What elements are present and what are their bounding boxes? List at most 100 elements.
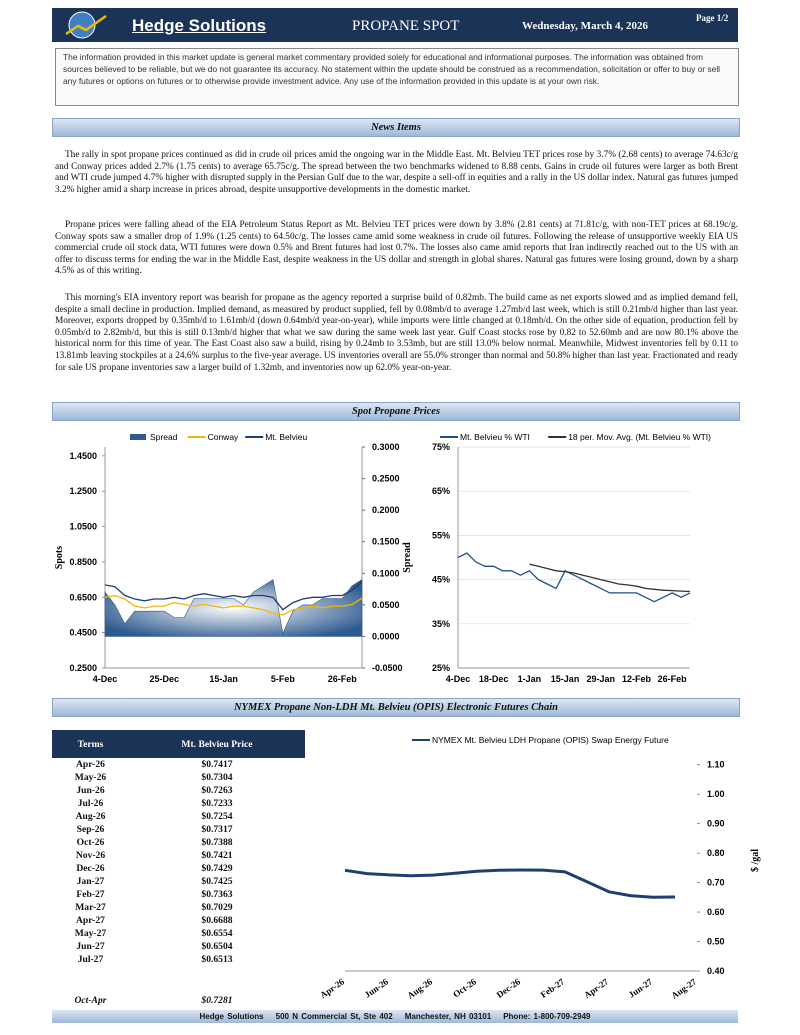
table-cell: $0.7388 (201, 837, 233, 848)
y-tick-label: 75% (432, 442, 450, 452)
table-cell: $0.7317 (201, 824, 233, 835)
y-tick-label: 1.0500 (69, 522, 97, 532)
table-row: Jul-27 $0.6513 (52, 953, 305, 966)
x-tick-label: 26-Feb (328, 674, 358, 684)
footer-item: Hedge Solutions (199, 1012, 264, 1021)
x-tick-label: Apr-27 (582, 976, 610, 1000)
table-cell: Feb-27 (76, 889, 105, 900)
table-cell: Oct-26 (76, 837, 105, 848)
y2-tick-label: 0.3000 (372, 442, 400, 452)
y-tick-label: 1.10 (707, 760, 725, 770)
legend-label: Spread (150, 432, 178, 442)
y2-tick-label: 0.0000 (372, 631, 400, 641)
x-tick-label: 29-Jan (587, 674, 616, 684)
y-tick-label: 0.8500 (69, 557, 97, 567)
table-row: Oct-Apr $0.7281 (52, 966, 305, 1020)
y-tick-label: 0.80 (707, 848, 725, 858)
legend-label: Conway (208, 432, 239, 442)
x-tick-label: Apr-26 (318, 976, 346, 1000)
footer-item: Manchester, NH 03101 (404, 1012, 492, 1021)
legend-label: NYMEX Mt. Belvieu LDH Propane (OPIS) Swa… (432, 735, 669, 745)
y2-tick-label: 0.1500 (372, 537, 400, 547)
table-cell: $0.6513 (201, 954, 233, 965)
x-tick-label: 18-Dec (479, 674, 509, 684)
table-row: Feb-27 $0.7363 (52, 888, 305, 901)
table-row: Oct-26 $0.7388 (52, 836, 305, 849)
header-cell: Terms (52, 730, 129, 758)
table-cell: Oct-Apr (74, 995, 107, 1006)
footer: Hedge Solutions 500 N Commercial St, Ste … (52, 1010, 738, 1023)
header: Hedge Solutions PROPANE SPOT Wednesday, … (52, 8, 738, 42)
table-row: Mar-27 $0.7029 (52, 901, 305, 914)
footer-item: Phone: 1-800-709-2949 (503, 1012, 591, 1021)
x-tick-label: 12-Feb (622, 674, 652, 684)
legend-label: Mt. Belvieu (265, 432, 307, 442)
y2-tick-label: -0.0500 (372, 663, 403, 673)
section-bar: NYMEX Propane Non-LDH Mt. Belvieu (OPIS)… (52, 698, 740, 717)
y-tick-label: 65% (432, 486, 450, 496)
y-tick-label: 0.60 (707, 907, 725, 917)
table-cell: $0.6504 (201, 941, 233, 952)
table-cell: $0.7263 (201, 785, 233, 796)
y-tick-label: 0.50 (707, 937, 725, 947)
line (457, 552, 691, 603)
y2-tick-label: 0.0500 (372, 600, 400, 610)
y-tick-label: 0.2500 (69, 663, 97, 673)
area (104, 579, 363, 637)
x-tick-label: 5-Feb (271, 674, 296, 684)
table-row: Sep-26 $0.7317 (52, 823, 305, 836)
line (529, 563, 691, 593)
y2-tick-label: 0.2000 (372, 505, 400, 515)
y-tick-label: 1.00 (707, 789, 725, 799)
report-title: PROPANE SPOT (352, 18, 460, 34)
x-tick-label: Jun-27 (627, 976, 655, 1000)
table-row: Apr-26 $0.7417 (52, 758, 305, 771)
table-cell: $0.7233 (201, 798, 233, 809)
y-axis-label: Spots (54, 546, 65, 569)
table-cell: Jul-27 (77, 954, 104, 965)
y-tick-label: 25% (432, 663, 450, 673)
x-tick-label: 4-Dec (446, 674, 471, 684)
x-tick-label: 25-Dec (150, 674, 180, 684)
table-row: Nov-26 $0.7421 (52, 849, 305, 862)
legend-swatch (130, 434, 146, 440)
x-tick-label: Dec-26 (495, 976, 523, 1000)
header-cell: Mt. Belvieu Price (128, 730, 305, 758)
y-tick-label: 1.4500 (69, 451, 97, 461)
table-cell: $0.7281 (201, 995, 233, 1006)
table-cell: Jun-27 (76, 941, 105, 952)
table-cell: $0.7363 (201, 889, 233, 900)
table-row: Apr-27 $0.6688 (52, 914, 305, 927)
table-row: Jul-26 $0.7233 (52, 797, 305, 810)
table-cell: Jul-26 (77, 798, 104, 809)
table-row: Jun-27 $0.6504 (52, 940, 305, 953)
futures-table: Terms Mt. Belvieu Price Apr-26 $0.7417 May-… (52, 730, 305, 1020)
table-cell: $0.7425 (201, 876, 233, 887)
x-tick-label: Aug-26 (405, 976, 434, 1001)
line (104, 594, 363, 616)
table-cell: Sep-26 (76, 824, 105, 835)
y-tick-label: 0.70 (707, 878, 725, 888)
table-cell: Nov-26 (75, 850, 106, 861)
table-cell: Mar-27 (75, 902, 106, 913)
x-tick-label: Feb-27 (539, 976, 567, 1000)
table-row: May-26 $0.7304 (52, 771, 305, 784)
y-tick-label: 35% (432, 619, 450, 629)
table-cell: Aug-26 (75, 811, 106, 822)
news-paragraph: This morning's EIA inventory report was … (55, 293, 738, 373)
y-tick-label: 1.2500 (69, 486, 97, 496)
table-cell: $0.7417 (201, 759, 233, 770)
y2-tick-label: 0.2500 (372, 474, 400, 484)
table-cell: Dec-26 (76, 863, 105, 874)
news-paragraph: The rally in spot propane prices continu… (55, 150, 738, 195)
line (104, 580, 363, 611)
table-cell: May-27 (74, 928, 107, 939)
x-tick-label: 1-Jan (518, 674, 542, 684)
x-tick-label: Aug-27 (669, 976, 698, 1001)
x-tick-label: 4-Dec (93, 674, 118, 684)
y-tick-label: 45% (432, 575, 450, 585)
line (344, 868, 676, 899)
table-row: May-27 $0.6554 (52, 927, 305, 940)
page-number: Page 1/2 (696, 13, 729, 23)
